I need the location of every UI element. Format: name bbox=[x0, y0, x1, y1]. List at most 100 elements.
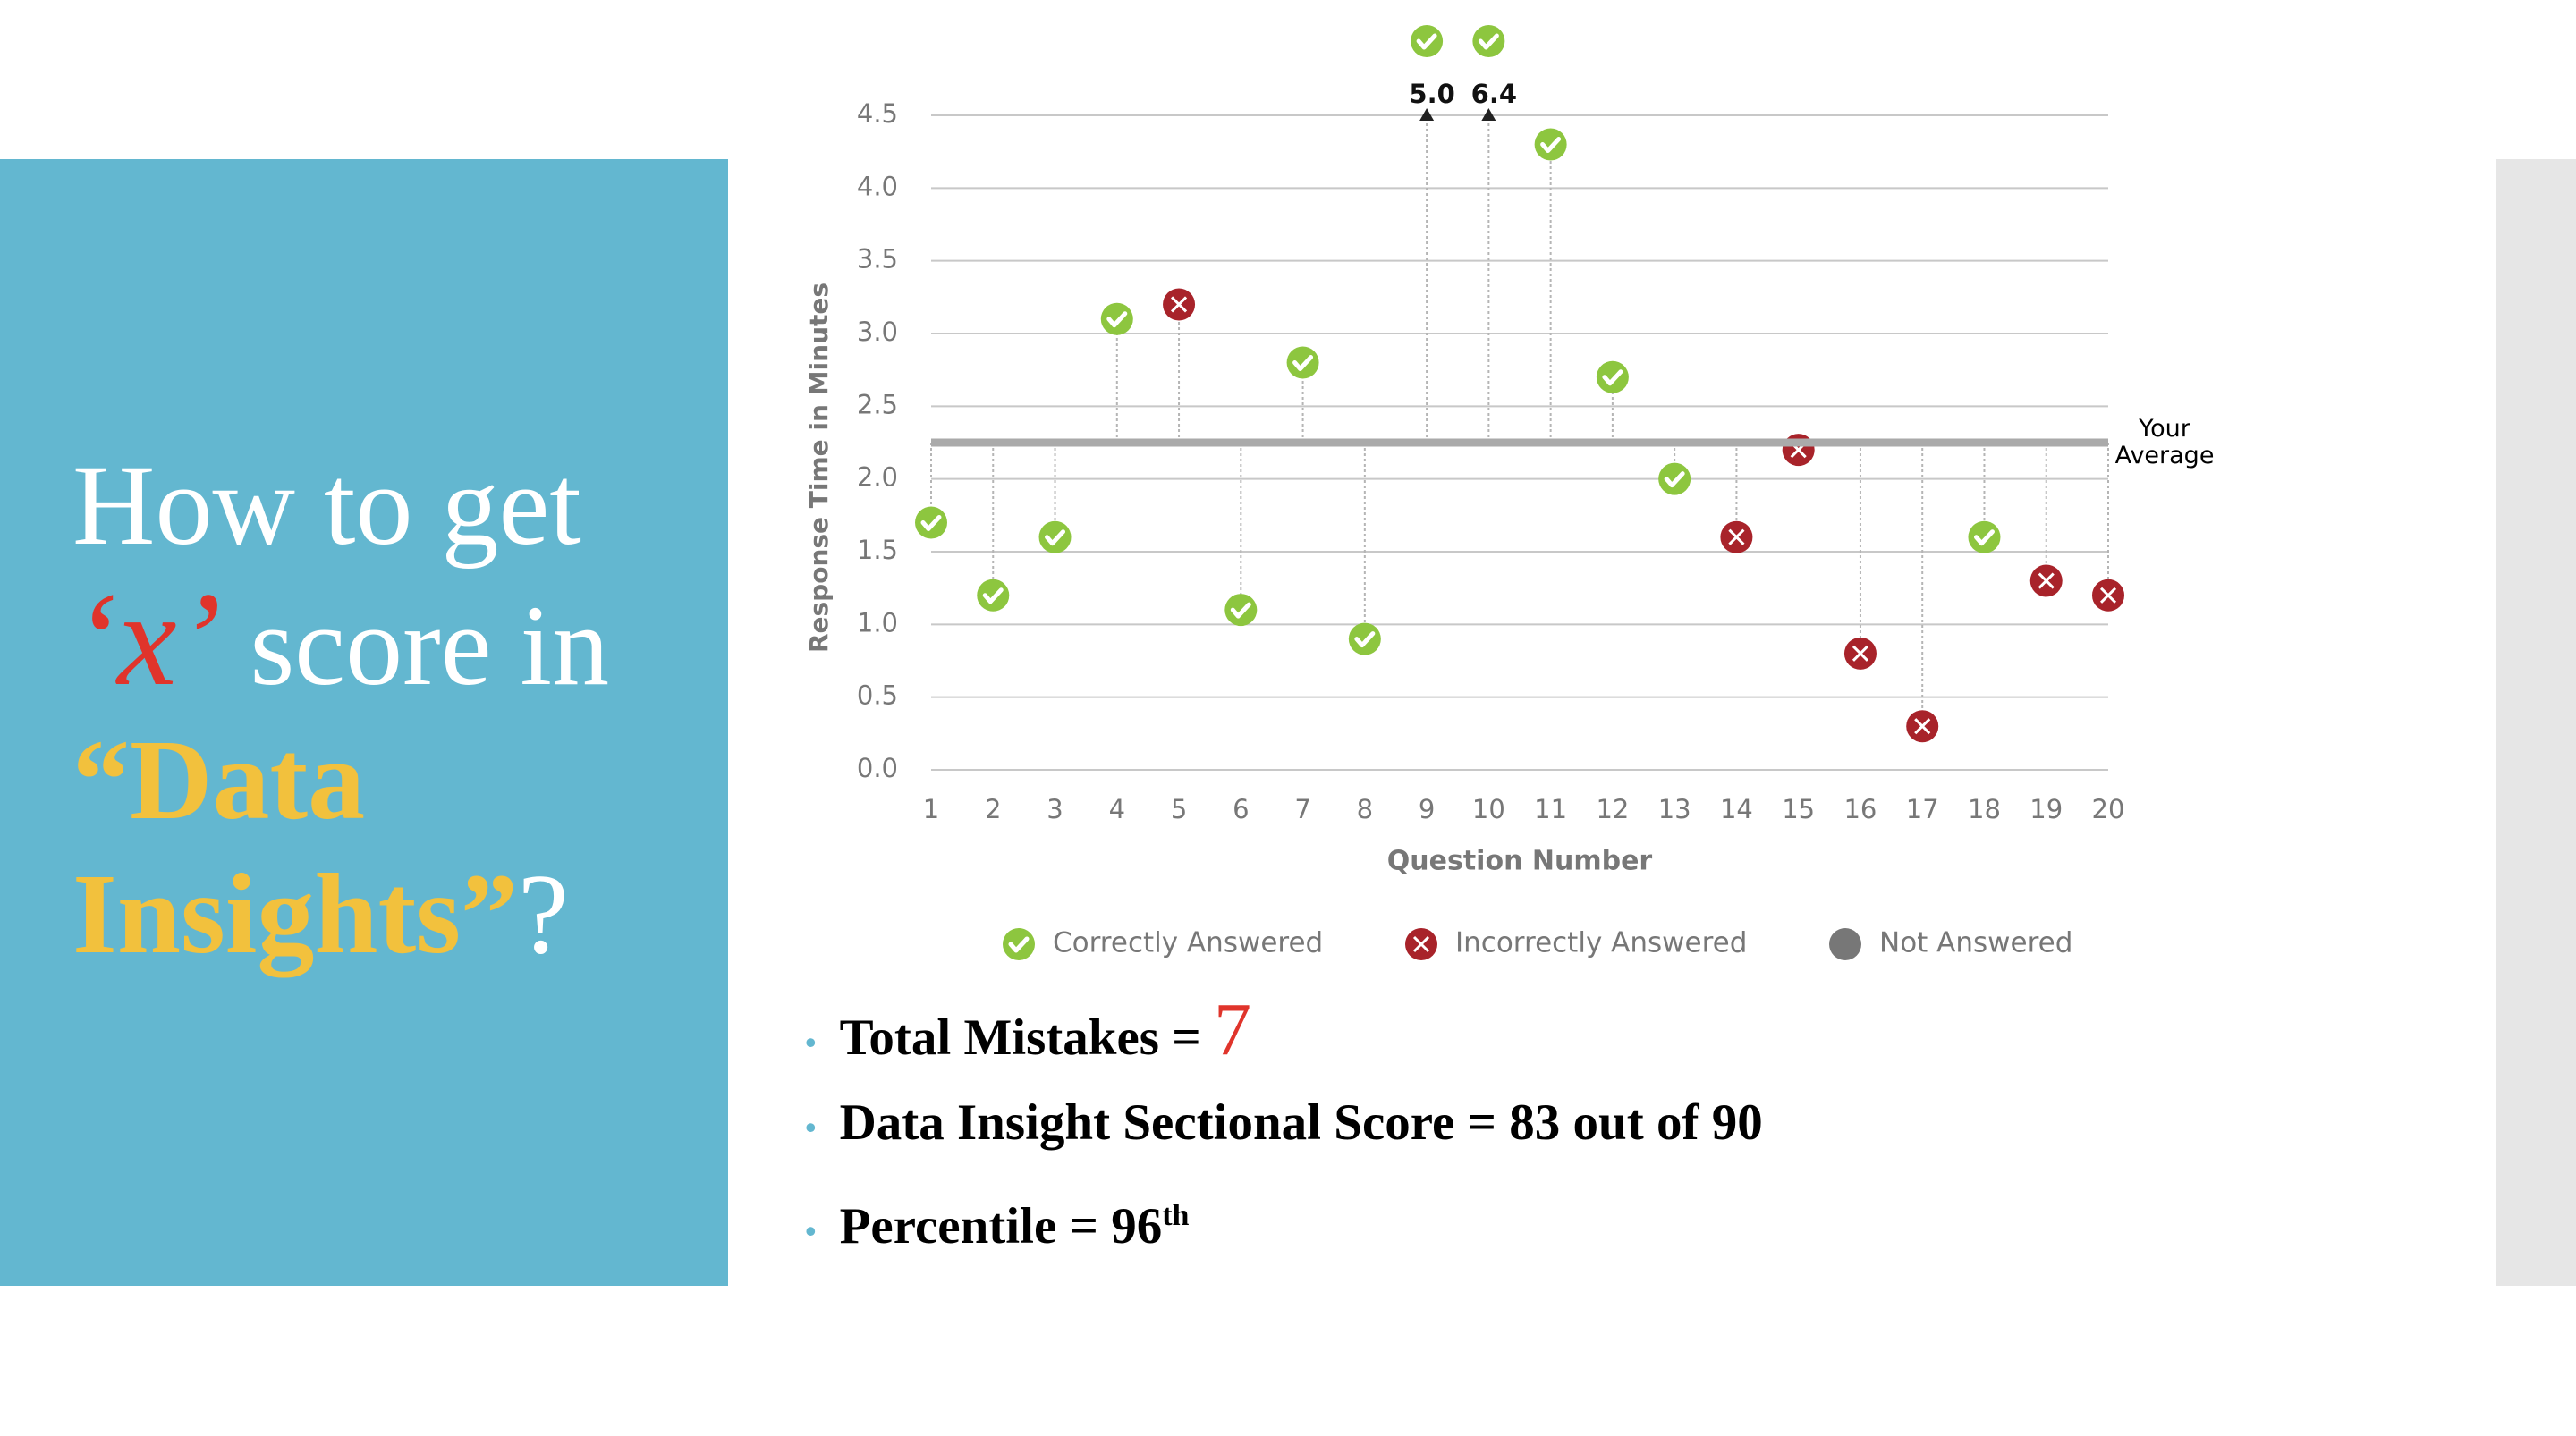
marker-circle bbox=[1038, 520, 1072, 553]
marker-check bbox=[1478, 33, 1499, 50]
bullet-sup: th bbox=[1162, 1199, 1190, 1232]
x-tick-label: 9 bbox=[1419, 794, 1435, 824]
marker-check bbox=[1230, 602, 1251, 619]
marker bbox=[1720, 520, 1753, 553]
marker-circle bbox=[1224, 594, 1258, 627]
marker-cross bbox=[1412, 935, 1430, 953]
marker bbox=[1906, 710, 1939, 743]
marker-check bbox=[982, 587, 1004, 604]
marker-circle bbox=[1472, 25, 1505, 57]
marker bbox=[1843, 637, 1877, 670]
marker-check bbox=[1973, 529, 1995, 546]
x-tick-label: 1 bbox=[923, 794, 939, 824]
marker-cross bbox=[1728, 528, 1745, 545]
x-tick-label: 8 bbox=[1357, 794, 1373, 824]
bullet-text: Percentile = 96 bbox=[839, 1198, 1163, 1254]
overflow-arrow bbox=[1419, 108, 1435, 121]
title-part: score in bbox=[250, 582, 610, 709]
marker-circle bbox=[1411, 25, 1444, 57]
x-tick-label: 20 bbox=[2092, 794, 2125, 824]
marker-circle bbox=[1968, 520, 2001, 553]
x-tick-label: 3 bbox=[1046, 794, 1063, 824]
y-tick-label: 0.5 bbox=[857, 680, 898, 711]
y-tick-label: 4.0 bbox=[857, 171, 898, 201]
marker bbox=[915, 506, 947, 539]
y-tick-label: 1.5 bbox=[857, 535, 898, 565]
x-tick-label: 6 bbox=[1233, 794, 1249, 824]
value-label: 6.4 bbox=[1471, 79, 1517, 109]
value-label: 5.0 bbox=[1409, 79, 1454, 109]
marker-circle bbox=[1003, 928, 1035, 960]
stems bbox=[930, 115, 2109, 727]
marker-circle bbox=[1348, 622, 1381, 655]
marker-circle bbox=[1596, 360, 1629, 393]
x-tick-label: 16 bbox=[1843, 794, 1877, 824]
marker-check bbox=[1416, 33, 1437, 50]
marker bbox=[1405, 928, 1437, 960]
y-tick-label: 2.0 bbox=[857, 462, 898, 493]
x-tick-label: 10 bbox=[1472, 794, 1505, 824]
title-part: “Data Insights” bbox=[72, 716, 518, 977]
x-tick-label: 12 bbox=[1596, 794, 1629, 824]
marker-circle bbox=[915, 506, 947, 539]
title-panel bbox=[0, 159, 728, 1286]
marker-check bbox=[1354, 631, 1376, 648]
marker bbox=[977, 579, 1010, 612]
y-tick-label: 3.0 bbox=[857, 317, 898, 347]
marker-circle bbox=[1534, 128, 1567, 161]
title-part: How to get bbox=[72, 442, 581, 569]
bullet-text: Total Mistakes = bbox=[839, 1009, 1201, 1066]
marker bbox=[1968, 520, 2001, 553]
marker bbox=[1100, 302, 1133, 335]
bullet-text: Data Insight Sectional Score = 83 out of… bbox=[839, 1094, 1763, 1151]
x-tick-label: 11 bbox=[1534, 794, 1567, 824]
marker bbox=[1003, 928, 1035, 960]
x-tick-label: 5 bbox=[1171, 794, 1187, 824]
marker bbox=[1596, 360, 1629, 393]
bullet: • Data Insight Sectional Score = 83 out o… bbox=[805, 1094, 1763, 1151]
marker bbox=[1224, 594, 1258, 627]
marker-cross bbox=[1914, 718, 1931, 735]
marker-check bbox=[920, 514, 942, 531]
y-tick-label: 4.5 bbox=[857, 98, 898, 129]
legend-label: Correctly Answered bbox=[1053, 927, 1323, 959]
title-part: ‘x’ bbox=[72, 565, 222, 714]
marker bbox=[1534, 128, 1567, 161]
marker-circle bbox=[1658, 462, 1691, 495]
x-tick-label: 19 bbox=[2029, 794, 2063, 824]
legend-label: Not Answered bbox=[1879, 927, 2072, 959]
x-tick-label: 2 bbox=[985, 794, 1001, 824]
y-tick-label: 0.0 bbox=[857, 753, 898, 783]
marker bbox=[1411, 25, 1444, 57]
marker bbox=[2029, 564, 2063, 597]
marker-check bbox=[1292, 355, 1314, 372]
markers bbox=[915, 25, 2124, 743]
marker bbox=[1658, 462, 1691, 495]
y-tick-label: 2.5 bbox=[857, 389, 898, 419]
marker-circle bbox=[977, 579, 1010, 612]
legend-marker bbox=[1829, 928, 1861, 960]
marker-cross bbox=[1852, 645, 1869, 662]
average-label: Your Average bbox=[2114, 416, 2215, 469]
marker-check bbox=[1540, 137, 1562, 154]
marker-check bbox=[1008, 936, 1030, 953]
x-axis-title: Question Number bbox=[1387, 846, 1653, 877]
overflow-arrow bbox=[1481, 108, 1496, 121]
y-tick-label: 1.0 bbox=[857, 607, 898, 638]
x-tick-label: 17 bbox=[1906, 794, 1939, 824]
slide-title: How to get ‘x’ score in “Data Insights”? bbox=[72, 438, 699, 981]
marker-check bbox=[1045, 529, 1066, 546]
y-tick-label: 3.5 bbox=[857, 244, 898, 275]
marker bbox=[1348, 622, 1381, 655]
x-tick-label: 13 bbox=[1658, 794, 1691, 824]
marker-cross bbox=[2099, 587, 2117, 604]
marker bbox=[1286, 346, 1319, 379]
x-tick-label: 18 bbox=[1968, 794, 2001, 824]
bullet: • Total Mistakes = 7 bbox=[805, 988, 1251, 1071]
marker-check bbox=[1106, 311, 1128, 328]
marker bbox=[1163, 288, 1196, 321]
side-panel bbox=[2496, 159, 2576, 1286]
marker-cross bbox=[2038, 572, 2055, 589]
legend-label: Incorrectly Answered bbox=[1455, 927, 1747, 959]
